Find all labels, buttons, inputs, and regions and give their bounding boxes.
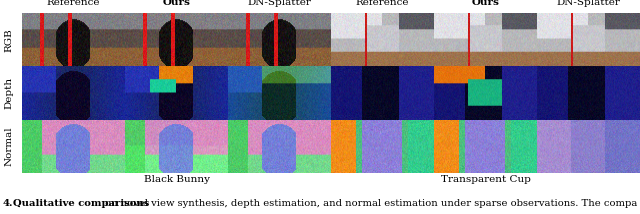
Text: on novel view synthesis, depth estimation, and normal estimation under sparse ob: on novel view synthesis, depth estimatio… [102,199,637,208]
Text: Black Bunny: Black Bunny [143,175,209,184]
Text: Ours: Ours [163,0,191,7]
Text: Reference: Reference [356,0,409,7]
Text: Normal: Normal [4,126,13,166]
Text: RGB: RGB [4,28,13,52]
Text: 4.: 4. [3,199,13,208]
Text: Transparent Cup: Transparent Cup [440,175,531,184]
Text: Qualitative comparisons: Qualitative comparisons [13,199,149,208]
Text: DN-Splatter: DN-Splatter [248,0,312,7]
Text: Depth: Depth [4,77,13,109]
Text: Ours: Ours [472,0,499,7]
Text: DN-Splatter: DN-Splatter [557,0,620,7]
Text: Reference: Reference [47,0,100,7]
